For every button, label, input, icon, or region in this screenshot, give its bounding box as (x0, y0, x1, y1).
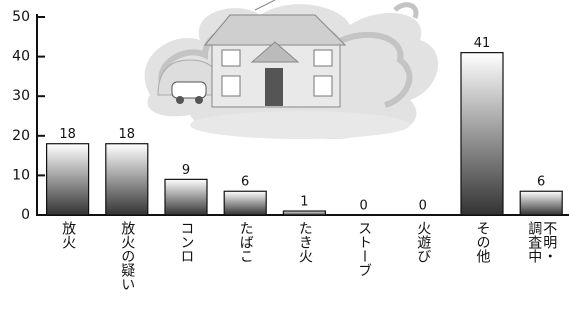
ground (190, 111, 410, 139)
y-tick-label: 40 (12, 49, 30, 65)
bar (47, 144, 89, 215)
value-label: 41 (474, 36, 491, 51)
bar (165, 179, 207, 215)
x-tick-label: 火遊び (415, 221, 430, 311)
y-tick-label: 50 (12, 9, 30, 25)
bar (224, 191, 266, 215)
x-tick-label: 放火 (60, 221, 75, 311)
bar (520, 191, 562, 215)
x-tick-label: 不明・調査中 (526, 221, 556, 266)
page: {"chart_data": {"type": "bar", "categori… (0, 0, 569, 295)
window (222, 50, 240, 66)
x-tick-label: たき火 (297, 221, 312, 311)
y-tick-label: 20 (12, 128, 30, 144)
wheel (195, 96, 203, 104)
window (314, 76, 332, 96)
y-tick-label: 10 (12, 167, 30, 183)
y-tick-label: 30 (12, 88, 30, 104)
window (222, 76, 240, 96)
car (172, 82, 206, 98)
bar (461, 53, 503, 215)
bar (106, 144, 148, 215)
door (265, 68, 283, 106)
bar (283, 211, 325, 215)
x-tick-label: 放火の疑い (119, 221, 134, 311)
illustration (145, 0, 438, 139)
window (314, 50, 332, 66)
x-tick-label: コンロ (179, 221, 194, 311)
value-label: 18 (59, 127, 76, 142)
value-label: 0 (419, 199, 427, 214)
x-tick-label: その他 (475, 221, 490, 311)
value-label: 18 (119, 127, 136, 142)
x-tick-label: ストーブ (356, 221, 371, 311)
value-label: 0 (359, 199, 367, 214)
value-label: 9 (182, 163, 190, 178)
antenna (255, 0, 275, 10)
wheel (176, 96, 184, 104)
x-tick-label: たばこ (238, 221, 253, 311)
value-label: 6 (537, 175, 545, 190)
y-tick-label: 0 (21, 207, 30, 223)
value-label: 6 (241, 175, 249, 190)
value-label: 1 (300, 195, 308, 210)
